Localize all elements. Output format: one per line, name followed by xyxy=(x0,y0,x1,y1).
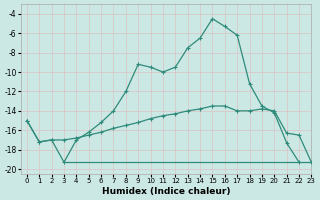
X-axis label: Humidex (Indice chaleur): Humidex (Indice chaleur) xyxy=(102,187,230,196)
